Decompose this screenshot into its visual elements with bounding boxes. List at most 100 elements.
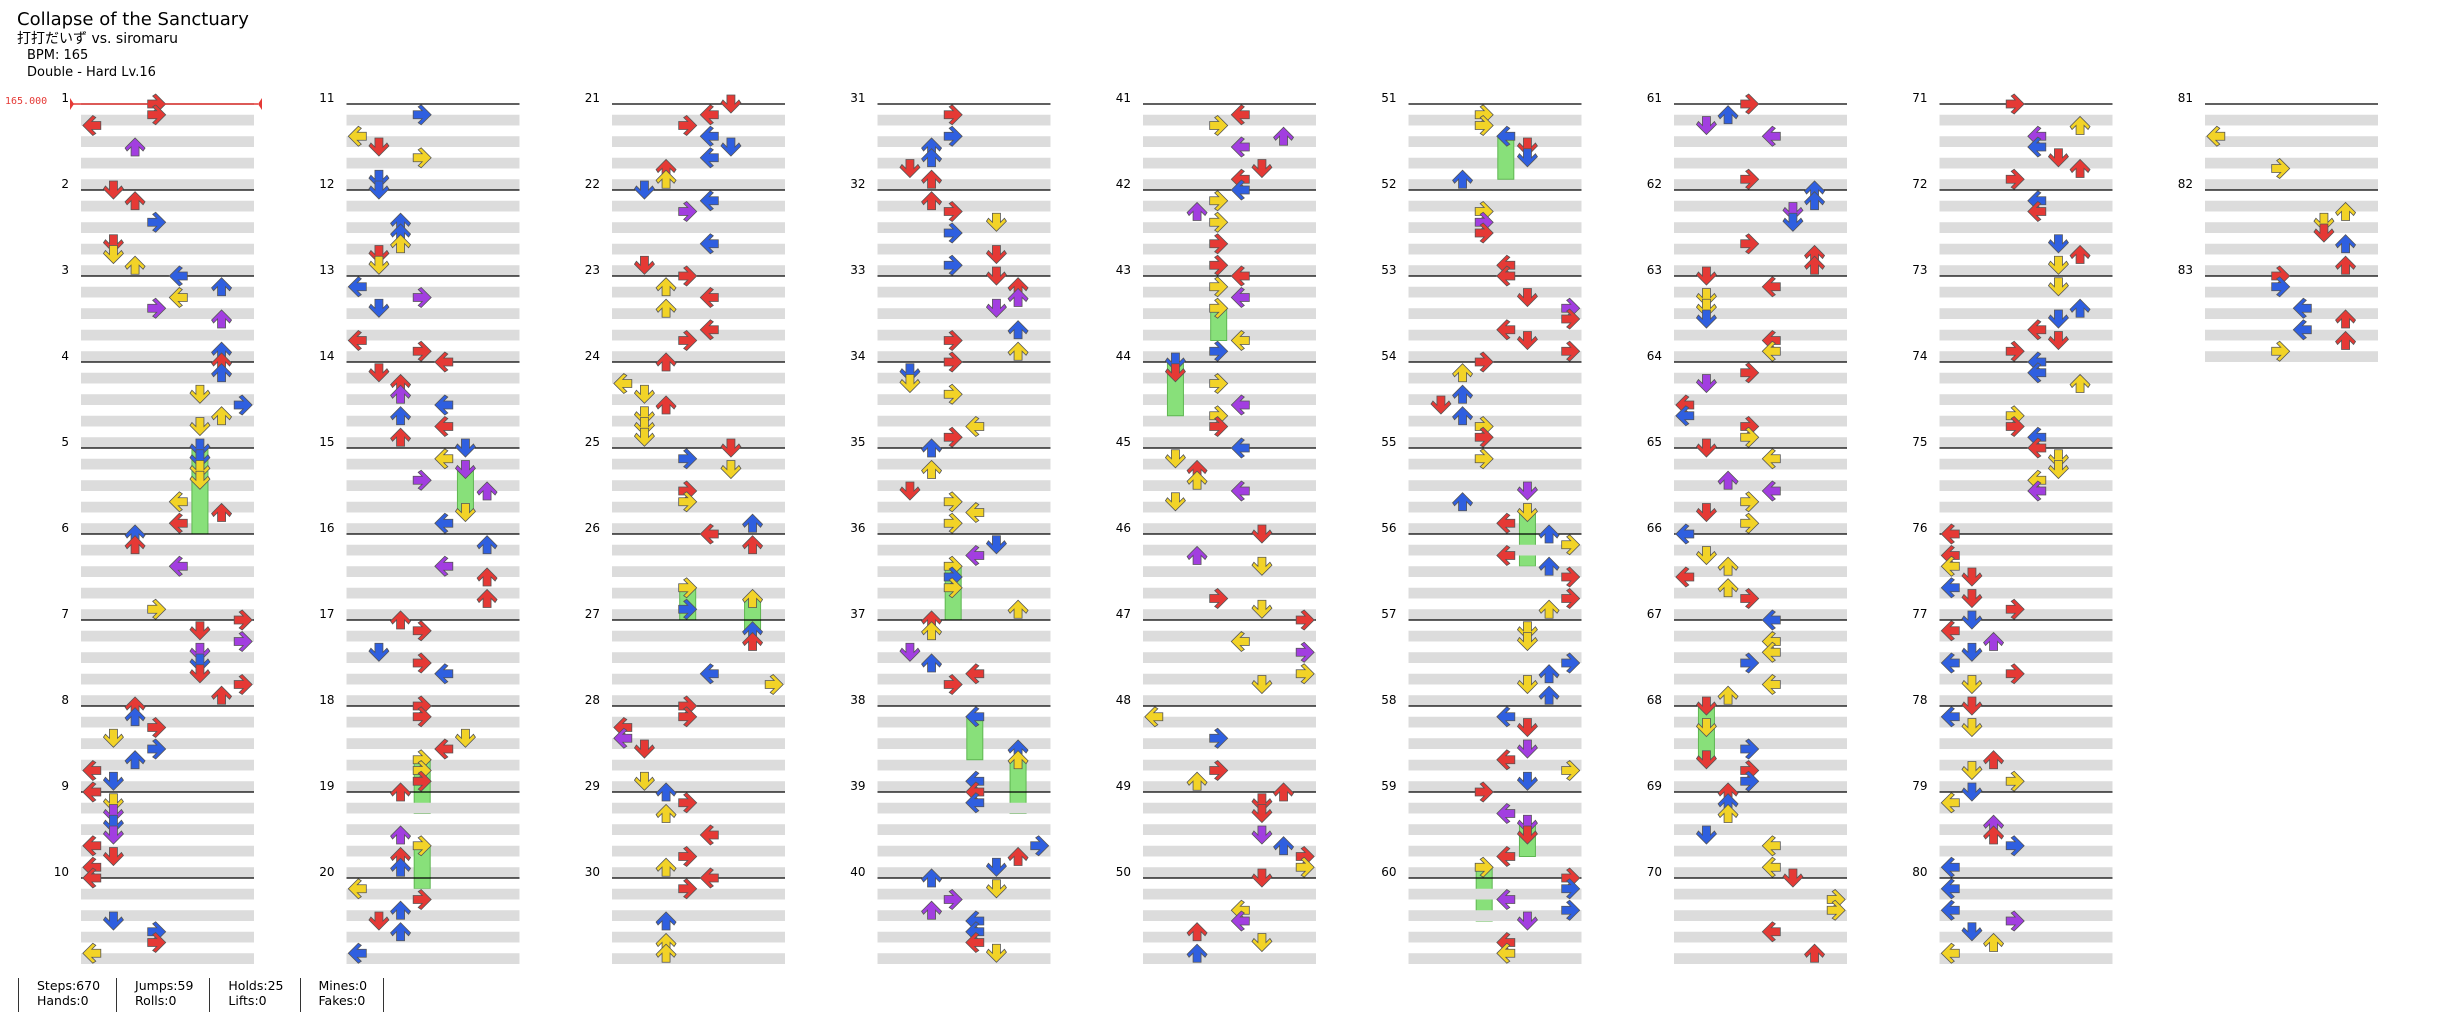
arrow-down-icon (899, 159, 921, 179)
arrow-down-icon (1695, 750, 1717, 770)
beat-band (612, 222, 785, 233)
beat-band (1674, 437, 1847, 448)
arrow-left-icon (965, 663, 985, 685)
beat-band (877, 695, 1051, 706)
arrow-up-icon (1452, 406, 1474, 426)
beat-band (1939, 351, 2113, 362)
beat-band (1939, 501, 2113, 513)
arrow-up-icon (1186, 459, 1208, 479)
arrow-right-icon (1209, 233, 1229, 255)
measure-number: 38 (850, 693, 865, 707)
beat-band (1408, 781, 1582, 792)
arrow-up-icon (390, 406, 412, 426)
beat-band (81, 824, 254, 835)
arrow-down-icon (454, 728, 476, 748)
measure-58: 58 (1381, 693, 1582, 792)
arrow-left-icon (347, 878, 367, 900)
arrow-down-icon (1516, 481, 1538, 501)
beat-band (1939, 953, 2113, 964)
arrow-left-icon (1761, 921, 1781, 943)
arrow-left-icon (168, 491, 188, 513)
arrow-right-icon (943, 351, 963, 373)
arrow-right-icon (1740, 362, 1760, 384)
measure-number: 57 (1381, 607, 1396, 621)
measure-number: 59 (1381, 779, 1396, 793)
beat-band (1674, 630, 1847, 642)
arrow-down-icon (1251, 675, 1273, 695)
beat-band (1408, 501, 1582, 513)
beat-band (1143, 910, 1316, 921)
measure-52: 52 (1381, 177, 1582, 276)
beat-band (1143, 501, 1316, 513)
arrow-up-icon (1717, 578, 1739, 598)
beat-band (1143, 523, 1316, 534)
arrow-left-icon (965, 792, 985, 814)
arrow-right-icon (678, 845, 698, 868)
arrow-right-icon (2005, 835, 2025, 857)
measure-48: 48 (1116, 693, 1316, 792)
arrow-down-icon (454, 438, 476, 458)
beat-band (1939, 544, 2113, 556)
arrow-left-icon (699, 867, 719, 889)
measure-62: 62 (1647, 177, 1847, 276)
measure-number: 26 (585, 521, 600, 535)
beat-band (346, 179, 520, 190)
beat-band (877, 587, 1051, 599)
arrow-right-icon (2271, 276, 2291, 298)
arrow-left-icon (347, 276, 367, 298)
beat-band (81, 480, 254, 491)
arrow-left-icon (2292, 319, 2312, 341)
arrow-down-icon (189, 664, 211, 684)
beat-band (1939, 845, 2113, 857)
beat-band (1408, 888, 1582, 900)
beat-band (877, 759, 1051, 771)
arrow-left-icon (2027, 200, 2047, 223)
beat-band (81, 136, 254, 147)
arrow-down-icon (985, 857, 1007, 877)
stats-footer: Steps:670 Hands:0 Jumps:59 Rolls:0 Holds… (18, 978, 385, 1012)
beat-band (1939, 200, 2113, 212)
arrow-right-icon (943, 200, 963, 223)
beat-band (1143, 394, 1316, 405)
beat-band (1939, 437, 2113, 448)
arrow-up-icon (1717, 782, 1739, 802)
beat-band (612, 265, 785, 276)
measure-20: 20 (319, 865, 520, 964)
arrow-up-icon (1007, 739, 1029, 759)
arrow-right-icon (678, 598, 698, 620)
arrow-right-icon (2005, 770, 2025, 792)
arrow-down-icon (1251, 556, 1273, 576)
measure-number: 63 (1647, 263, 1662, 277)
beat-band (346, 953, 520, 964)
arrow-up-icon (1717, 556, 1739, 576)
beat-band (1939, 394, 2113, 405)
measure-40: 40 (850, 865, 1051, 964)
beat-band (1408, 480, 1582, 491)
beat-band (1674, 587, 1847, 599)
arrow-down-icon (633, 427, 655, 447)
stat-rolls: Rolls:0 (135, 993, 177, 1008)
arrow-up-icon (1452, 363, 1474, 383)
arrow-up-icon (655, 395, 677, 415)
arrow-left-icon (1230, 179, 1250, 201)
measure-68: 68 (1647, 693, 1847, 792)
arrow-up-icon (476, 567, 498, 587)
arrow-left-icon (434, 351, 454, 373)
beat-band (81, 415, 254, 427)
measure-50: 50 (1116, 865, 1316, 964)
arrow-left-icon (1496, 845, 1516, 868)
measure-77: 77 (1912, 607, 2113, 706)
beat-band (1939, 308, 2113, 319)
arrow-up-icon (1007, 341, 1029, 361)
beat-band (877, 157, 1051, 169)
arrow-up-icon (1186, 545, 1208, 565)
arrow-up-icon (476, 481, 498, 501)
measure-number: 30 (585, 865, 600, 879)
beat-band (81, 265, 254, 276)
beat-band (877, 931, 1051, 943)
beat-band (1143, 931, 1316, 943)
beat-band (1674, 566, 1847, 577)
beat-band (81, 609, 254, 620)
beat-band (612, 910, 785, 921)
arrow-right-icon (412, 340, 432, 362)
